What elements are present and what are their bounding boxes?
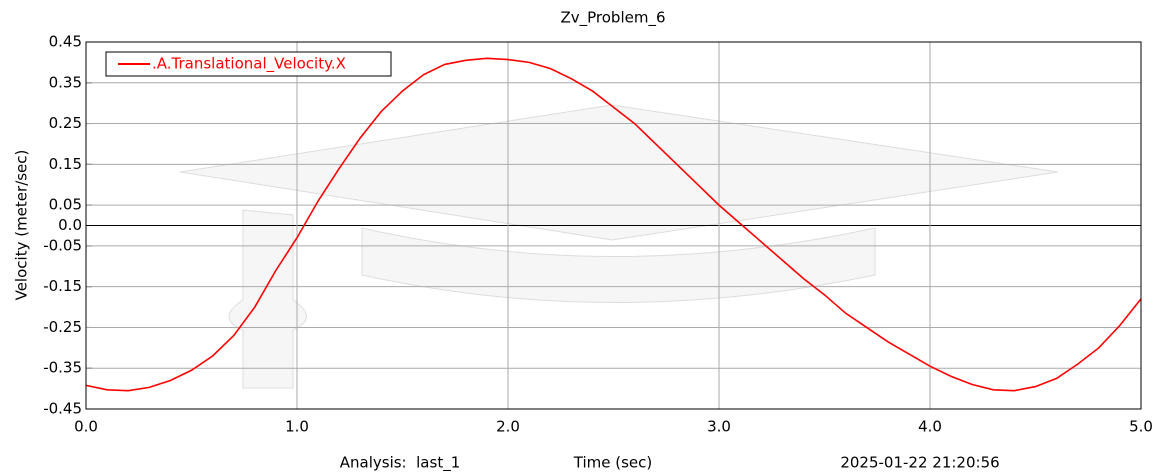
legend-label: .A.Translational_Velocity.X	[152, 55, 346, 74]
x-tick-label: 3.0	[707, 418, 731, 436]
legend-box	[105, 51, 392, 77]
y-tick-label: 0.45	[49, 33, 82, 51]
ghost-plate	[179, 104, 1059, 241]
y-tick-label: 0.25	[49, 114, 82, 132]
x-tick-label: 2.0	[496, 418, 520, 436]
x-tick-label: 5.0	[1129, 418, 1153, 436]
background-model	[179, 104, 1059, 389]
x-axis-label: Time (sec)	[573, 454, 652, 472]
y-tick-label: 0.15	[49, 155, 82, 173]
ghost-post	[228, 209, 307, 389]
y-tick-label: 0.05	[49, 196, 82, 214]
chart-title: Zv_Problem_6	[560, 9, 665, 28]
y-axis-label: Velocity (meter/sec)	[13, 150, 31, 301]
x-tick-label: 4.0	[918, 418, 942, 436]
y-tick-label: 0.0	[58, 216, 82, 234]
y-tick-label: -0.15	[43, 277, 82, 295]
x-tick-label: 0.0	[74, 418, 98, 436]
x-tick-label: 1.0	[285, 418, 309, 436]
y-tick-label: -0.05	[43, 236, 82, 254]
plot-area	[85, 57, 1142, 392]
y-tick-label: -0.25	[43, 318, 82, 336]
plot-frame	[85, 41, 1142, 410]
footer-analysis: Analysis: last_1	[340, 454, 461, 473]
y-tick-label: -0.45	[43, 400, 82, 418]
footer-timestamp: 2025-01-22 21:20:56	[840, 454, 999, 472]
y-tick-label: -0.35	[43, 359, 82, 377]
data-line	[85, 57, 1142, 392]
y-tick-label: 0.35	[49, 73, 82, 91]
